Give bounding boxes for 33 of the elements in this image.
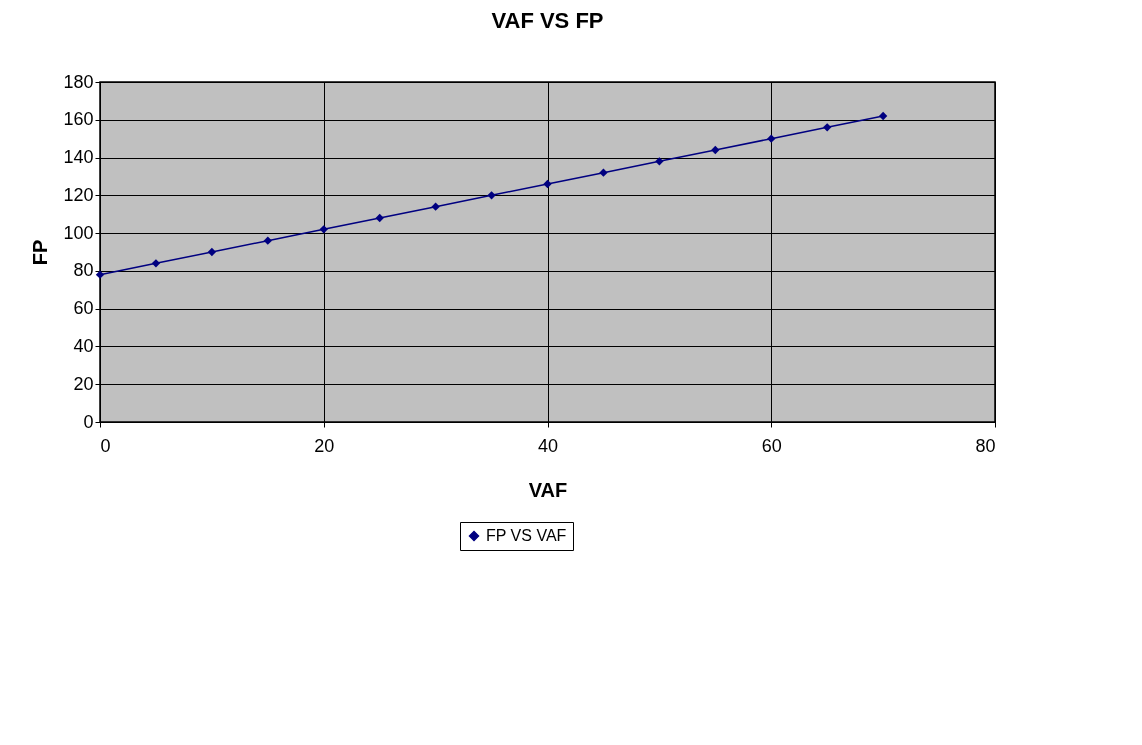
point <box>375 213 384 223</box>
y-tick-label: 140 <box>63 147 94 168</box>
y-tick-label: 100 <box>63 222 94 243</box>
y-tick-label: 60 <box>73 298 94 319</box>
x-axis-title: VAF <box>528 478 568 501</box>
point <box>823 123 832 132</box>
y-tick-label: 0 <box>83 411 94 432</box>
y-tick-label: 40 <box>73 335 94 356</box>
point <box>263 236 272 245</box>
point <box>151 259 161 268</box>
x-tick-label: 0 <box>100 435 111 456</box>
point <box>487 191 496 200</box>
x-tick-label: 60 <box>761 435 782 456</box>
point <box>543 179 552 189</box>
point <box>711 145 720 155</box>
chart-title: VAF VS FP <box>491 8 604 33</box>
y-tick-label: 120 <box>63 184 94 205</box>
point <box>878 111 888 121</box>
point <box>655 157 664 166</box>
point <box>319 225 328 234</box>
x-tick-label: 20 <box>314 435 335 456</box>
point <box>599 168 608 177</box>
y-tick-label: 80 <box>73 260 94 281</box>
legend-label: FP VS VAF <box>486 527 567 544</box>
x-tick-label: 80 <box>975 435 996 456</box>
point <box>207 247 217 257</box>
y-tick-label: 160 <box>63 109 94 130</box>
y-axis-title: FP <box>29 239 52 266</box>
y-tick-label: 180 <box>63 71 94 92</box>
point <box>767 134 776 143</box>
point <box>431 202 440 211</box>
y-tick-label: 20 <box>73 373 94 394</box>
x-tick-label: 40 <box>537 435 559 456</box>
